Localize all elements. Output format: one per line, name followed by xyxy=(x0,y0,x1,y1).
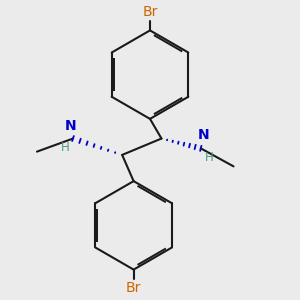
Text: N: N xyxy=(64,118,76,133)
Text: H: H xyxy=(205,151,213,164)
Text: Br: Br xyxy=(126,281,141,295)
Text: N: N xyxy=(198,128,209,142)
Text: H: H xyxy=(60,141,69,154)
Text: Br: Br xyxy=(142,5,158,19)
